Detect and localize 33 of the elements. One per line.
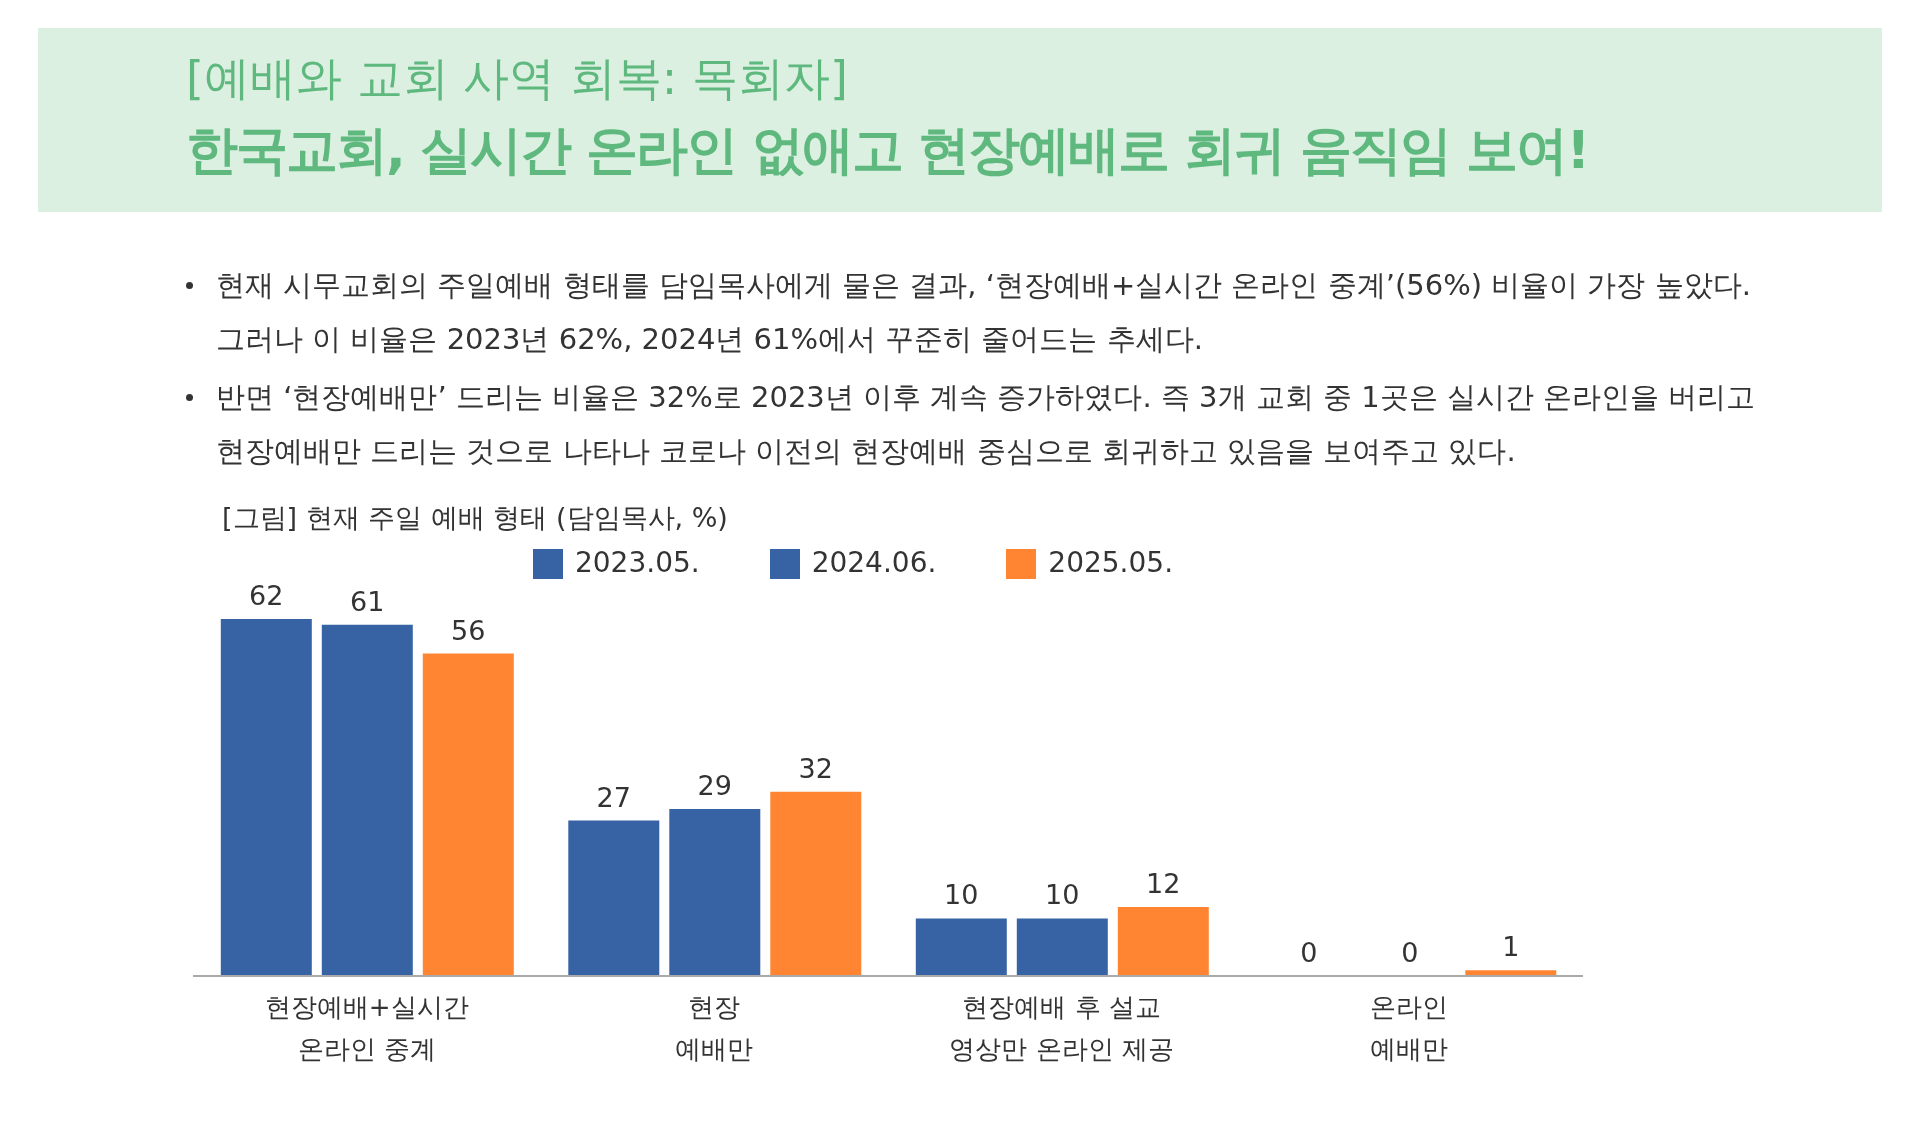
bar	[915, 918, 1007, 976]
data-label: 27	[596, 781, 631, 813]
chart-title: 한국교회, 실시간 온라인 없애고 현장예배로 회귀 움직임 보여!	[186, 119, 1590, 182]
data-label: 12	[1146, 867, 1181, 899]
data-label: 56	[451, 614, 486, 646]
legend-label: 2024.06.	[811, 546, 937, 579]
data-label: 32	[798, 752, 833, 784]
bar	[1117, 906, 1209, 976]
bar	[422, 653, 514, 976]
legend-label: 2025.05.	[1048, 546, 1174, 579]
data-label: 1	[1502, 931, 1520, 963]
x-tick-label: 온라인 예배만	[1370, 992, 1449, 1064]
x-tick-label: 현장예배 후 설교 영상만 온라인 제공	[949, 992, 1175, 1064]
data-label: 62	[249, 580, 284, 611]
data-label: 61	[350, 585, 385, 617]
text: 반면 ‘현장예배만’ 드리는 비율은 32%로 2023년 이후 계속 증가하였다. 즉 3개 교회 중 1곳은 실시간 온라인을 버리고 현장예배만 드리는 것으로 나타나 코로나 이전의 현장예배 중심으로 회귀하고 있음을 보여주고 있다.	[216, 379, 1757, 470]
text: 현재 시무교회의 주일예배 형태를 담임목사에게 물은 결과, ‘현장예배+실시간 온라인 중계’(56%) 비율이 가장 높았다. 그러나 이 비율은 2023년 62%, 2024년 61%에서 꾸준히 줄어드는 추세다.	[216, 267, 1752, 358]
legend-label: 2023.05.	[574, 546, 700, 579]
x-tick-label: 현장 예배만	[675, 992, 754, 1064]
bar	[669, 809, 761, 976]
text: [그림] 현재 주일 예배 형태 (담임목사, %)	[222, 501, 729, 535]
data-label: 29	[697, 770, 732, 802]
data-label: 10	[1045, 879, 1080, 911]
data-label: 0	[1401, 936, 1419, 968]
bar	[321, 624, 413, 976]
bar	[220, 619, 312, 976]
data-label: 0	[1300, 936, 1318, 968]
x-tick-label: 현장예배+실시간 온라인 중계	[264, 992, 469, 1064]
chart-subtitle: [예배와 교회 사역 회복: 목회자]	[186, 50, 849, 107]
data-label: 10	[944, 879, 979, 911]
bar	[568, 820, 660, 976]
bar	[770, 791, 862, 976]
bar	[1016, 918, 1108, 976]
